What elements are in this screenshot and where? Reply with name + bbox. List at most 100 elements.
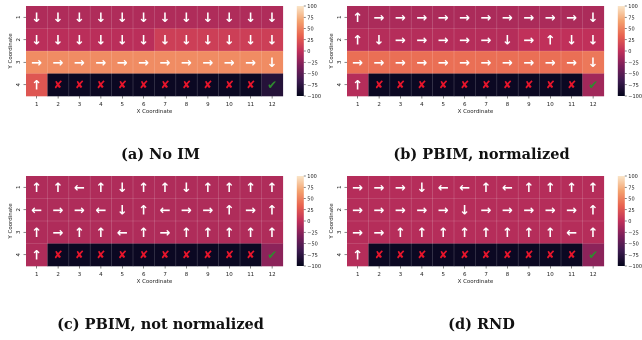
y-tick-label: 3 bbox=[337, 60, 343, 64]
heatmap-cell bbox=[454, 176, 476, 199]
heatmap-cell bbox=[133, 28, 155, 52]
policy-arrow-icon: ↓ bbox=[181, 11, 192, 26]
policy-arrow-icon: ↓ bbox=[117, 11, 128, 26]
policy-arrow-icon: → bbox=[566, 56, 577, 71]
x-axis-label: X Coordinate bbox=[137, 109, 173, 115]
policy-arrow-icon: ↓ bbox=[95, 11, 106, 26]
policy-arrow-icon: ↓ bbox=[117, 203, 128, 218]
policy-arrow-icon: → bbox=[224, 56, 235, 71]
heatmap-cell bbox=[26, 51, 48, 74]
policy-arrow-icon: ↓ bbox=[53, 33, 64, 48]
policy-arrow-icon: ↓ bbox=[74, 11, 85, 26]
policy-arrow-icon: ↓ bbox=[31, 11, 42, 26]
policy-arrow-icon: ↑ bbox=[416, 226, 427, 241]
policy-arrow-icon: ↑ bbox=[352, 248, 363, 263]
x-tick-label: 9 bbox=[206, 102, 210, 108]
cliff-cross-icon: ✘ bbox=[203, 249, 212, 262]
heatmap-cell bbox=[582, 243, 605, 267]
panel-pbim-normalized: ↑ → → → → → → → → → → ↓ ↑ ↓ → → → → → ↓ → ↑ ↓ ↓ → → → → → → → → → → → ↓ ↑ ✘ ✘ ✘… bbox=[321, 0, 642, 170]
panel-no-im: ↓ ↓ ↓ ↓ ↓ ↓ ↓ ↓ ↓ ↓ ↓ ↓ ↓ ↓ ↓ ↓ ↓ ↓ ↓ ↓ ↓ ↓ ↓ ↓ → → → → → → → → → → → ↓ ↑ ✘ ✘ ✘… bbox=[0, 0, 321, 170]
heatmap-cell bbox=[26, 28, 48, 52]
policy-arrow-icon: → bbox=[416, 33, 427, 48]
y-tick-label: 1 bbox=[16, 16, 22, 20]
heatmap-cell bbox=[47, 6, 70, 29]
policy-arrow-icon: ↑ bbox=[588, 181, 599, 196]
heatmap-cell bbox=[261, 243, 284, 267]
heatmap-cell bbox=[347, 6, 369, 29]
policy-arrow-icon: → bbox=[352, 203, 363, 218]
heatmap-cell bbox=[154, 221, 177, 244]
colorbar-tick-label: −25 bbox=[628, 60, 639, 66]
heatmap-cell bbox=[347, 243, 369, 267]
x-tick-label: 3 bbox=[78, 272, 82, 278]
heatmap-cell bbox=[47, 176, 70, 199]
heatmap-cell bbox=[240, 6, 262, 29]
heatmap-no-im: ↓ ↓ ↓ ↓ ↓ ↓ ↓ ↓ ↓ ↓ ↓ ↓ ↓ ↓ ↓ ↓ ↓ ↓ ↓ ↓ ↓ ↓ ↓ ↓ → → → → → → → → → → → ↓ ↑ ✘ ✘ ✘… bbox=[8, 4, 321, 115]
policy-arrow-icon: → bbox=[416, 56, 427, 71]
policy-arrow-icon: ↓ bbox=[95, 33, 106, 48]
cliff-cross-icon: ✘ bbox=[417, 249, 426, 262]
policy-arrow-icon: ← bbox=[459, 181, 470, 196]
cliff-cross-icon: ✘ bbox=[503, 79, 512, 92]
policy-arrow-icon: → bbox=[202, 203, 213, 218]
colorbar bbox=[617, 6, 625, 96]
heatmap-cell bbox=[347, 73, 369, 97]
policy-arrow-icon: ↑ bbox=[502, 226, 513, 241]
y-tick-label: 2 bbox=[16, 208, 22, 212]
y-tick-label: 4 bbox=[16, 83, 22, 87]
heatmap-cell bbox=[475, 243, 498, 267]
heatmap-cell bbox=[218, 243, 241, 267]
heatmap-cell bbox=[411, 28, 433, 52]
y-tick-label: 4 bbox=[337, 83, 343, 87]
colorbar bbox=[296, 6, 304, 96]
heatmap-cell bbox=[240, 198, 262, 222]
heatmap-cell bbox=[561, 198, 583, 222]
policy-arrow-icon: ↑ bbox=[352, 78, 363, 93]
policy-arrow-icon: ↑ bbox=[395, 226, 406, 241]
policy-arrow-icon: ↓ bbox=[202, 33, 213, 48]
heatmap-cell bbox=[197, 28, 219, 52]
heatmap-cell bbox=[454, 51, 476, 74]
policy-arrow-icon: ↑ bbox=[74, 226, 85, 241]
policy-arrow-icon: → bbox=[545, 11, 556, 26]
heatmap-cell bbox=[218, 28, 241, 52]
x-tick-label: 11 bbox=[568, 272, 575, 278]
cliff-cross-icon: ✘ bbox=[460, 79, 469, 92]
heatmap-cell bbox=[561, 6, 583, 29]
x-tick-label: 2 bbox=[377, 272, 381, 278]
colorbar-tick-label: −50 bbox=[307, 242, 318, 248]
cliff-cross-icon: ✘ bbox=[439, 249, 448, 262]
policy-arrow-icon: ↑ bbox=[481, 226, 492, 241]
policy-arrow-icon: → bbox=[481, 33, 492, 48]
colorbar-tick-label: −100 bbox=[307, 264, 321, 270]
heatmap-cell bbox=[561, 243, 583, 267]
x-tick-label: 12 bbox=[269, 102, 276, 108]
policy-arrow-icon: → bbox=[416, 203, 427, 218]
policy-arrow-icon: ↑ bbox=[588, 226, 599, 241]
heatmap-cell bbox=[475, 6, 498, 29]
colorbar-tick-label: −25 bbox=[307, 230, 318, 236]
policy-arrow-icon: ↑ bbox=[352, 33, 363, 48]
x-tick-label: 8 bbox=[185, 102, 189, 108]
heatmap-cell bbox=[47, 73, 70, 97]
heatmap-cell bbox=[26, 198, 48, 222]
y-axis-label: Y Coordinate bbox=[8, 33, 14, 70]
heatmap-cell bbox=[389, 221, 412, 244]
policy-arrow-icon: ↑ bbox=[224, 203, 235, 218]
heatmap-cell bbox=[454, 6, 476, 29]
x-tick-label: 10 bbox=[226, 102, 233, 108]
x-tick-label: 7 bbox=[484, 272, 488, 278]
colorbar-tick-label: −50 bbox=[307, 72, 318, 78]
heatmap-cell bbox=[582, 198, 605, 222]
heatmap-cell bbox=[475, 221, 498, 244]
cliff-cross-icon: ✘ bbox=[160, 79, 169, 92]
policy-arrow-icon: → bbox=[502, 203, 513, 218]
cliff-cross-icon: ✘ bbox=[96, 79, 105, 92]
heatmap-cell bbox=[368, 73, 391, 97]
heatmap-cell bbox=[111, 221, 134, 244]
colorbar-tick-label: 50 bbox=[628, 197, 634, 203]
x-tick-label: 5 bbox=[121, 272, 125, 278]
policy-arrow-icon: → bbox=[53, 56, 64, 71]
policy-arrow-icon: ↓ bbox=[245, 33, 256, 48]
y-tick-label: 1 bbox=[337, 186, 343, 190]
